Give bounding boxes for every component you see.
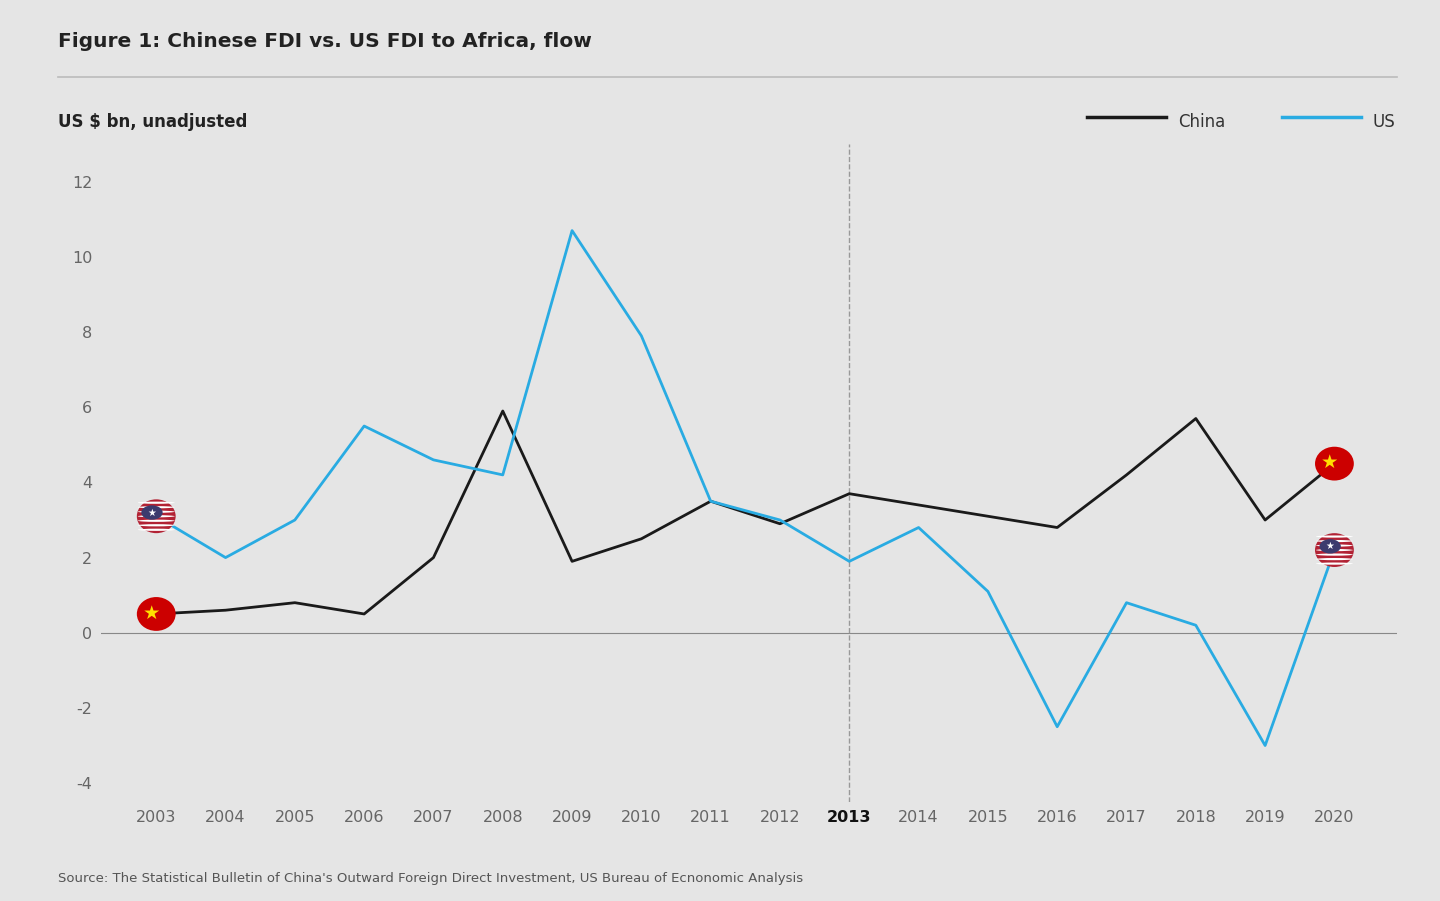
Text: ★: ★ — [147, 507, 157, 517]
Ellipse shape — [1316, 535, 1352, 538]
Ellipse shape — [141, 505, 163, 520]
Text: US $ bn, unadjusted: US $ bn, unadjusted — [58, 113, 248, 131]
Ellipse shape — [1316, 562, 1352, 565]
Ellipse shape — [1316, 540, 1352, 542]
Text: ★: ★ — [1326, 542, 1335, 551]
Text: Source: The Statistical Bulletin of China's Outward Foreign Direct Investment, U: Source: The Statistical Bulletin of Chin… — [58, 872, 802, 885]
Text: ★: ★ — [143, 604, 160, 623]
Ellipse shape — [138, 502, 174, 504]
Ellipse shape — [138, 506, 174, 508]
Text: US: US — [1372, 113, 1395, 131]
Ellipse shape — [138, 511, 174, 513]
Ellipse shape — [137, 499, 176, 533]
Ellipse shape — [1315, 447, 1354, 480]
Ellipse shape — [1319, 539, 1341, 553]
Ellipse shape — [1316, 549, 1352, 551]
Text: ★: ★ — [1320, 453, 1338, 472]
Ellipse shape — [1315, 533, 1354, 567]
Ellipse shape — [138, 515, 174, 517]
Text: Figure 1: Chinese FDI vs. US FDI to Africa, flow: Figure 1: Chinese FDI vs. US FDI to Afri… — [58, 32, 592, 50]
Ellipse shape — [138, 520, 174, 522]
Text: China: China — [1178, 113, 1225, 131]
Ellipse shape — [1316, 558, 1352, 560]
Ellipse shape — [137, 597, 176, 631]
Ellipse shape — [1316, 544, 1352, 547]
Ellipse shape — [1316, 553, 1352, 556]
Ellipse shape — [138, 529, 174, 531]
Ellipse shape — [138, 524, 174, 526]
